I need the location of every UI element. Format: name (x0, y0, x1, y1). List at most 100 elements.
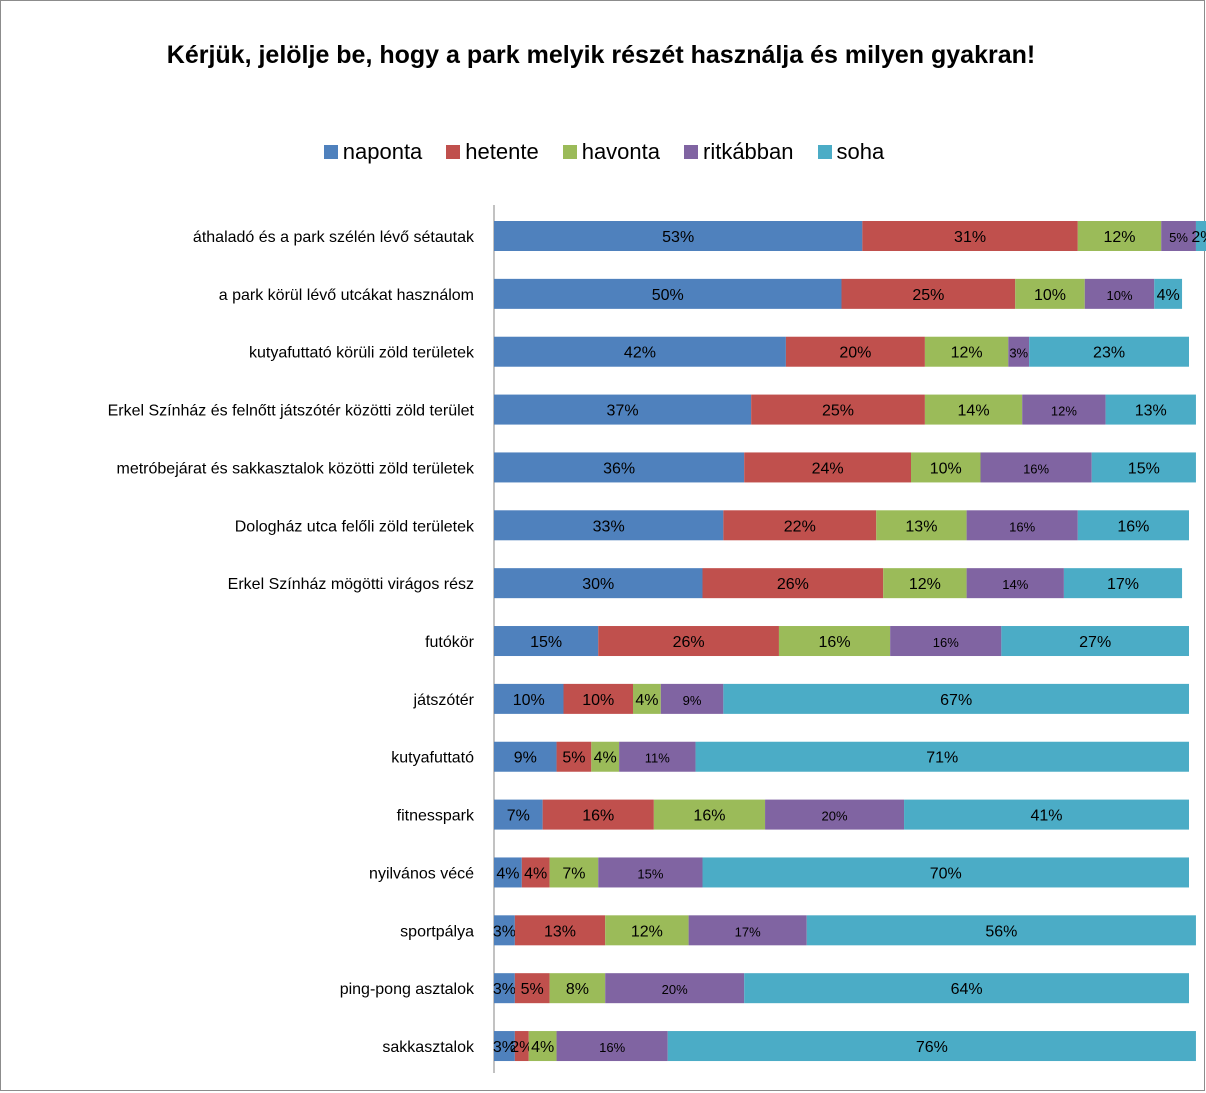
data-label: 53% (662, 229, 694, 246)
data-label: 20% (822, 809, 848, 824)
data-label: 7% (562, 865, 585, 882)
bar-segment-soha (1001, 626, 1189, 657)
data-label: 64% (951, 981, 983, 998)
bar-segment-hetente (785, 336, 925, 367)
legend-swatch (684, 145, 698, 159)
bar-segment-hetente (598, 626, 779, 657)
legend-item-havonta: havonta (562, 139, 660, 165)
data-label: 12% (1103, 229, 1135, 246)
data-label: 3% (493, 981, 516, 998)
data-label: 4% (594, 750, 617, 767)
bar-segment-hetente (702, 568, 884, 599)
data-label: 67% (940, 692, 972, 709)
data-label: 23% (1093, 345, 1125, 362)
bar-segment-hetente (563, 683, 633, 714)
data-label: 12% (631, 923, 663, 940)
data-label: 42% (624, 345, 656, 362)
data-label: 26% (777, 576, 809, 593)
bar-segment-naponta (494, 973, 515, 1004)
data-label: 16% (599, 1040, 625, 1055)
data-label: 9% (514, 750, 537, 767)
data-label: 16% (1009, 519, 1035, 534)
data-label: 5% (521, 981, 544, 998)
data-label: 15% (637, 866, 663, 881)
data-label: 70% (930, 865, 962, 882)
bar-segment-naponta (494, 510, 724, 541)
category-label: kutyafuttató körüli zöld területek (249, 345, 475, 362)
data-label: 36% (603, 460, 635, 477)
category-label: kutyafuttató (391, 750, 474, 767)
legend-label: ritkábban (703, 139, 794, 164)
category-label: Dologház utca felőli zöld területek (235, 518, 475, 535)
bar-segment-hetente (521, 857, 550, 888)
bar-segment-soha (695, 741, 1189, 772)
bar-segment-ritkábban (1161, 221, 1196, 251)
bar-segment-soha (667, 1031, 1196, 1062)
data-label: 7% (507, 808, 530, 825)
bar-segment-soha (702, 857, 1189, 888)
data-label: 10% (1034, 287, 1066, 304)
bar-segment-soha (1091, 452, 1196, 483)
bar-segment-havonta (605, 915, 689, 946)
legend-item-soha: soha (817, 139, 885, 165)
data-label: 30% (582, 576, 614, 593)
bar-segment-ritkábban (598, 857, 703, 888)
bar-segment-naponta (494, 221, 863, 251)
category-label: a park körül lévő utcákat használom (219, 287, 474, 304)
bar-segment-naponta (494, 915, 515, 946)
bar-segment-hetente (514, 915, 606, 946)
data-label: 9% (683, 693, 702, 708)
legend-label: hetente (465, 139, 539, 164)
bar-segment-ritkábban (1008, 336, 1030, 367)
bar-segment-naponta (494, 683, 564, 714)
legend-label: soha (836, 139, 885, 164)
bar-segment-naponta (494, 626, 599, 657)
bar-segment-soha (1029, 336, 1189, 367)
data-label: 71% (926, 750, 958, 767)
data-label: 13% (1135, 403, 1167, 420)
data-label: 3% (493, 923, 516, 940)
data-label: 20% (662, 982, 688, 997)
data-label: 8% (566, 981, 589, 998)
data-label: 16% (933, 635, 959, 650)
bar-segment-soha (904, 799, 1189, 830)
bar-segment-soha (1195, 221, 1206, 251)
data-label: 2% (510, 1039, 533, 1056)
bar-segment-havonta (778, 626, 891, 657)
legend-item-hetente: hetente (446, 139, 539, 165)
bar-segment-havonta (549, 857, 599, 888)
data-label: 13% (905, 518, 937, 535)
category-label: futókör (425, 634, 475, 651)
data-label: 2% (1191, 229, 1206, 246)
bar-segment-ritkábban (890, 626, 1002, 657)
category-label: fitnesspark (397, 808, 475, 825)
bar-segment-soha (1077, 510, 1189, 541)
bar-segment-hetente (841, 278, 1016, 309)
bar-segment-havonta (876, 510, 967, 541)
data-label: 56% (985, 923, 1017, 940)
data-label: 4% (531, 1039, 554, 1056)
bar-segment-hetente (862, 221, 1078, 251)
bar-segment-ritkábban (1084, 278, 1155, 309)
category-label: ping-pong asztalok (340, 981, 475, 998)
legend-label: naponta (342, 139, 423, 164)
category-label: Erkel Színház és felnőtt játszótér közöt… (108, 403, 475, 420)
bar-segment-hetente (723, 510, 877, 541)
data-label: 22% (784, 518, 816, 535)
bar-segment-naponta (494, 278, 842, 309)
data-label: 41% (1031, 808, 1063, 825)
category-label: nyilvános vécé (369, 865, 474, 882)
bar-segment-hetente (744, 452, 911, 483)
data-label: 3% (493, 1039, 516, 1056)
bar-segment-soha (744, 973, 1189, 1004)
bar-segment-soha (723, 683, 1189, 714)
data-label: 25% (822, 403, 854, 420)
bar-segment-havonta (911, 452, 981, 483)
bar-segment-soha (1154, 278, 1183, 309)
bar-segment-havonta (653, 799, 766, 830)
data-label: 16% (1023, 461, 1049, 476)
bar-segment-havonta (883, 568, 967, 599)
data-label: 4% (1157, 287, 1180, 304)
data-label: 12% (1051, 404, 1077, 419)
data-label: 16% (819, 634, 851, 651)
